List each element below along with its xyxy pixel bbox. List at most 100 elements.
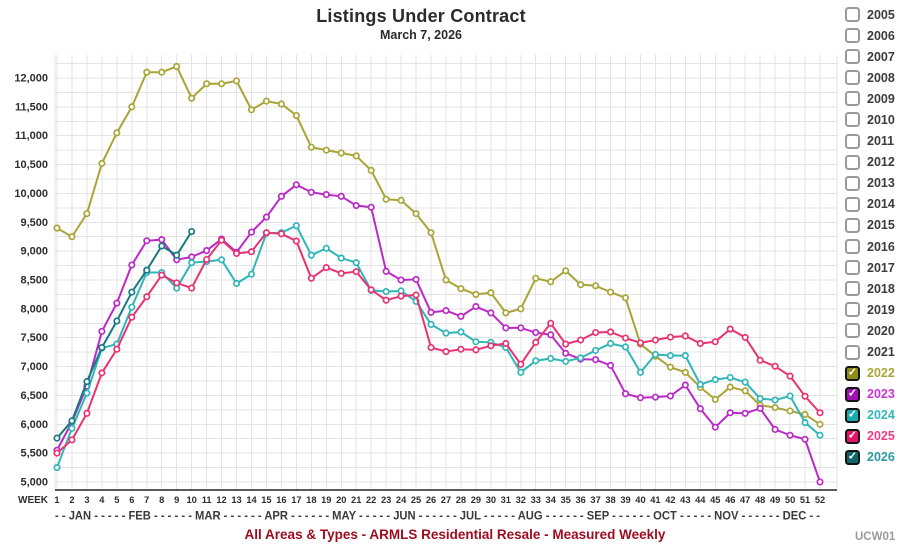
- legend-checkbox-2026[interactable]: ✓: [845, 449, 860, 465]
- week-number-label-49: 49: [770, 495, 780, 505]
- week-number-label-10: 10: [186, 495, 196, 505]
- legend-row-2010[interactable]: 2010: [845, 112, 909, 128]
- legend-row-2026[interactable]: ✓ 2026: [845, 449, 909, 465]
- series-2022-marker-week-23: [382, 195, 390, 203]
- series-2025-marker-week-37: [592, 328, 600, 337]
- series-2022-marker-week-28: [457, 285, 465, 293]
- series-2023-marker-week-49: [771, 425, 779, 434]
- series-2022-marker-week-5: [113, 129, 121, 137]
- week-number-label-20: 20: [336, 495, 346, 505]
- legend-checkbox-2009[interactable]: [845, 91, 860, 107]
- series-2026-line: [56, 230, 193, 440]
- week-number-label-18: 18: [306, 495, 316, 505]
- series-2024-marker-week-45: [711, 376, 719, 384]
- legend-checkbox-2021[interactable]: [845, 344, 860, 360]
- series-2024-marker-week-51: [801, 419, 809, 427]
- y-axis-tick-label-12000: 12,000: [14, 73, 48, 85]
- series-2023-marker-week-17: [292, 181, 300, 189]
- series-2025-marker-week-25: [412, 291, 420, 299]
- series-2022-marker-week-39: [621, 294, 630, 302]
- series-2026-marker-week-7: [143, 266, 151, 274]
- legend-checkbox-2020[interactable]: [845, 323, 860, 339]
- series-2024-marker-week-35: [562, 357, 570, 365]
- series-2023-marker-week-51: [801, 435, 809, 443]
- series-2024-marker-week-40: [636, 368, 645, 376]
- week-number-label-22: 22: [366, 495, 376, 505]
- legend-checkbox-2014[interactable]: [845, 196, 860, 212]
- week-number-label-39: 39: [620, 495, 630, 505]
- legend-checkbox-2025[interactable]: ✓: [845, 428, 860, 444]
- legend-row-2012[interactable]: 2012: [845, 154, 909, 170]
- series-2022-marker-week-42: [666, 363, 674, 371]
- week-number-label-50: 50: [785, 495, 795, 505]
- series-2022-marker-week-38: [606, 288, 615, 296]
- legend-checkbox-2022[interactable]: ✓: [845, 365, 860, 381]
- legend-label-2013: 2013: [867, 176, 895, 191]
- legend-row-2014[interactable]: 2014: [845, 196, 909, 212]
- legend-checkbox-2006[interactable]: [845, 28, 860, 44]
- legend-checkbox-2018[interactable]: [845, 281, 860, 297]
- legend-checkbox-2015[interactable]: [845, 217, 860, 233]
- legend-row-2017[interactable]: 2017: [845, 260, 909, 276]
- legend-row-2024[interactable]: ✓ 2024: [845, 407, 909, 423]
- legend-row-2022[interactable]: ✓ 2022: [845, 365, 909, 381]
- legend-row-2019[interactable]: 2019: [845, 302, 909, 318]
- series-2025-marker-week-23: [382, 296, 390, 304]
- series-2022-marker-week-51: [801, 410, 809, 419]
- legend-checkbox-2024[interactable]: ✓: [845, 407, 860, 423]
- series-2025-marker-week-27: [442, 348, 450, 356]
- series-2022-marker-week-49: [771, 403, 779, 412]
- week-number-label-17: 17: [291, 495, 301, 505]
- series-2025-marker-week-50: [786, 372, 794, 380]
- legend-checkbox-2012[interactable]: [845, 154, 860, 170]
- legend-checkbox-2019[interactable]: [845, 302, 860, 318]
- legend-checkbox-2011[interactable]: [845, 133, 860, 149]
- week-number-label-11: 11: [202, 495, 212, 505]
- legend-checkbox-2010[interactable]: [845, 112, 860, 128]
- week-number-label-19: 19: [321, 495, 331, 505]
- legend-row-2018[interactable]: 2018: [845, 281, 909, 297]
- legend-label-2011: 2011: [867, 134, 895, 149]
- week-number-label-16: 16: [276, 495, 286, 505]
- legend-label-2020: 2020: [867, 323, 895, 338]
- week-number-label-21: 21: [351, 495, 361, 505]
- legend-checkbox-2005[interactable]: [845, 7, 860, 22]
- series-2023-marker-week-46: [726, 409, 734, 417]
- week-number-label-5: 5: [114, 495, 119, 505]
- series-2022-marker-week-18: [307, 143, 315, 151]
- legend-row-2011[interactable]: 2011: [845, 133, 909, 149]
- series-2022-marker-week-36: [577, 281, 585, 289]
- legend-row-2020[interactable]: 2020: [845, 323, 909, 339]
- legend-row-2005[interactable]: 2005: [845, 7, 909, 22]
- series-2022-marker-week-12: [218, 80, 226, 88]
- legend-label-2015: 2015: [867, 218, 895, 233]
- week-number-label-7: 7: [144, 495, 149, 505]
- legend-checkbox-2013[interactable]: [845, 175, 860, 191]
- legend-row-2013[interactable]: 2013: [845, 175, 909, 191]
- legend-checkbox-2016[interactable]: [845, 239, 860, 255]
- legend-row-2007[interactable]: 2007: [845, 49, 909, 65]
- series-2022-marker-week-11: [203, 80, 211, 88]
- legend-checkbox-2007[interactable]: [845, 49, 860, 65]
- legend-checkbox-2023[interactable]: ✓: [845, 386, 860, 402]
- legend-row-2016[interactable]: 2016: [845, 239, 909, 255]
- series-2024-marker-week-27: [442, 329, 450, 337]
- series-2022-marker-week-32: [517, 305, 525, 313]
- legend-label-2025: 2025: [867, 429, 895, 444]
- week-number-label-14: 14: [246, 495, 257, 505]
- legend-row-2021[interactable]: 2021: [845, 344, 909, 360]
- legend-row-2015[interactable]: 2015: [845, 217, 909, 233]
- legend-row-2009[interactable]: 2009: [845, 91, 909, 107]
- series-2022-line: [56, 65, 821, 426]
- legend-row-2023[interactable]: ✓ 2023: [845, 386, 909, 402]
- series-2025-marker-week-51: [801, 392, 809, 400]
- series-2023-marker-week-37: [592, 356, 600, 364]
- legend-checkbox-2008[interactable]: [845, 70, 860, 86]
- series-2022-marker-week-8: [158, 68, 166, 76]
- legend-checkbox-2017[interactable]: [845, 260, 860, 276]
- legend-row-2006[interactable]: 2006: [845, 28, 909, 44]
- legend-row-2008[interactable]: 2008: [845, 70, 909, 86]
- series-2025-marker-week-39: [621, 334, 630, 342]
- week-number-label-51: 51: [800, 495, 810, 505]
- legend-row-2025[interactable]: ✓ 2025: [845, 428, 909, 444]
